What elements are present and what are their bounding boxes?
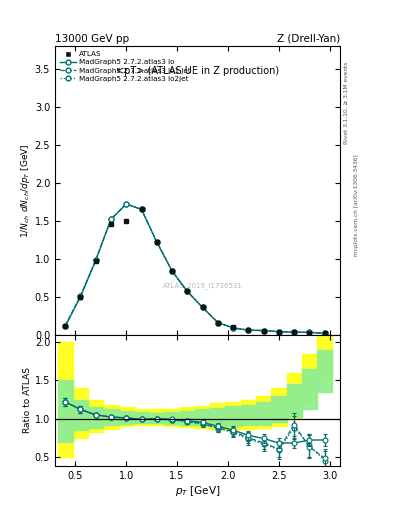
Text: mcplots.cern.ch [arXiv:1306.3436]: mcplots.cern.ch [arXiv:1306.3436] [354, 154, 359, 255]
Text: 13000 GeV pp: 13000 GeV pp [55, 33, 129, 44]
Text: ATLAS_2019_I1736531: ATLAS_2019_I1736531 [163, 282, 243, 289]
Y-axis label: Ratio to ATLAS: Ratio to ATLAS [23, 367, 32, 433]
Text: Rivet 3.1.10, ≥ 3.1M events: Rivet 3.1.10, ≥ 3.1M events [344, 61, 349, 143]
Text: <pT> (ATLAS UE in Z production): <pT> (ATLAS UE in Z production) [116, 66, 279, 76]
Text: Z (Drell-Yan): Z (Drell-Yan) [277, 33, 340, 44]
Y-axis label: $1/N_{ch}\ dN_{ch}/dp_{T}\ [\mathrm{GeV}]$: $1/N_{ch}\ dN_{ch}/dp_{T}\ [\mathrm{GeV}… [19, 143, 32, 238]
Legend: ATLAS, MadGraph5 2.7.2.atlas3 lo, MadGraph5 2.7.2.atlas3 lo1 jet, MadGraph5 2.7.: ATLAS, MadGraph5 2.7.2.atlas3 lo, MadGra… [59, 50, 192, 83]
X-axis label: $p_{T}\ [\mathrm{GeV}]$: $p_{T}\ [\mathrm{GeV}]$ [175, 483, 220, 498]
